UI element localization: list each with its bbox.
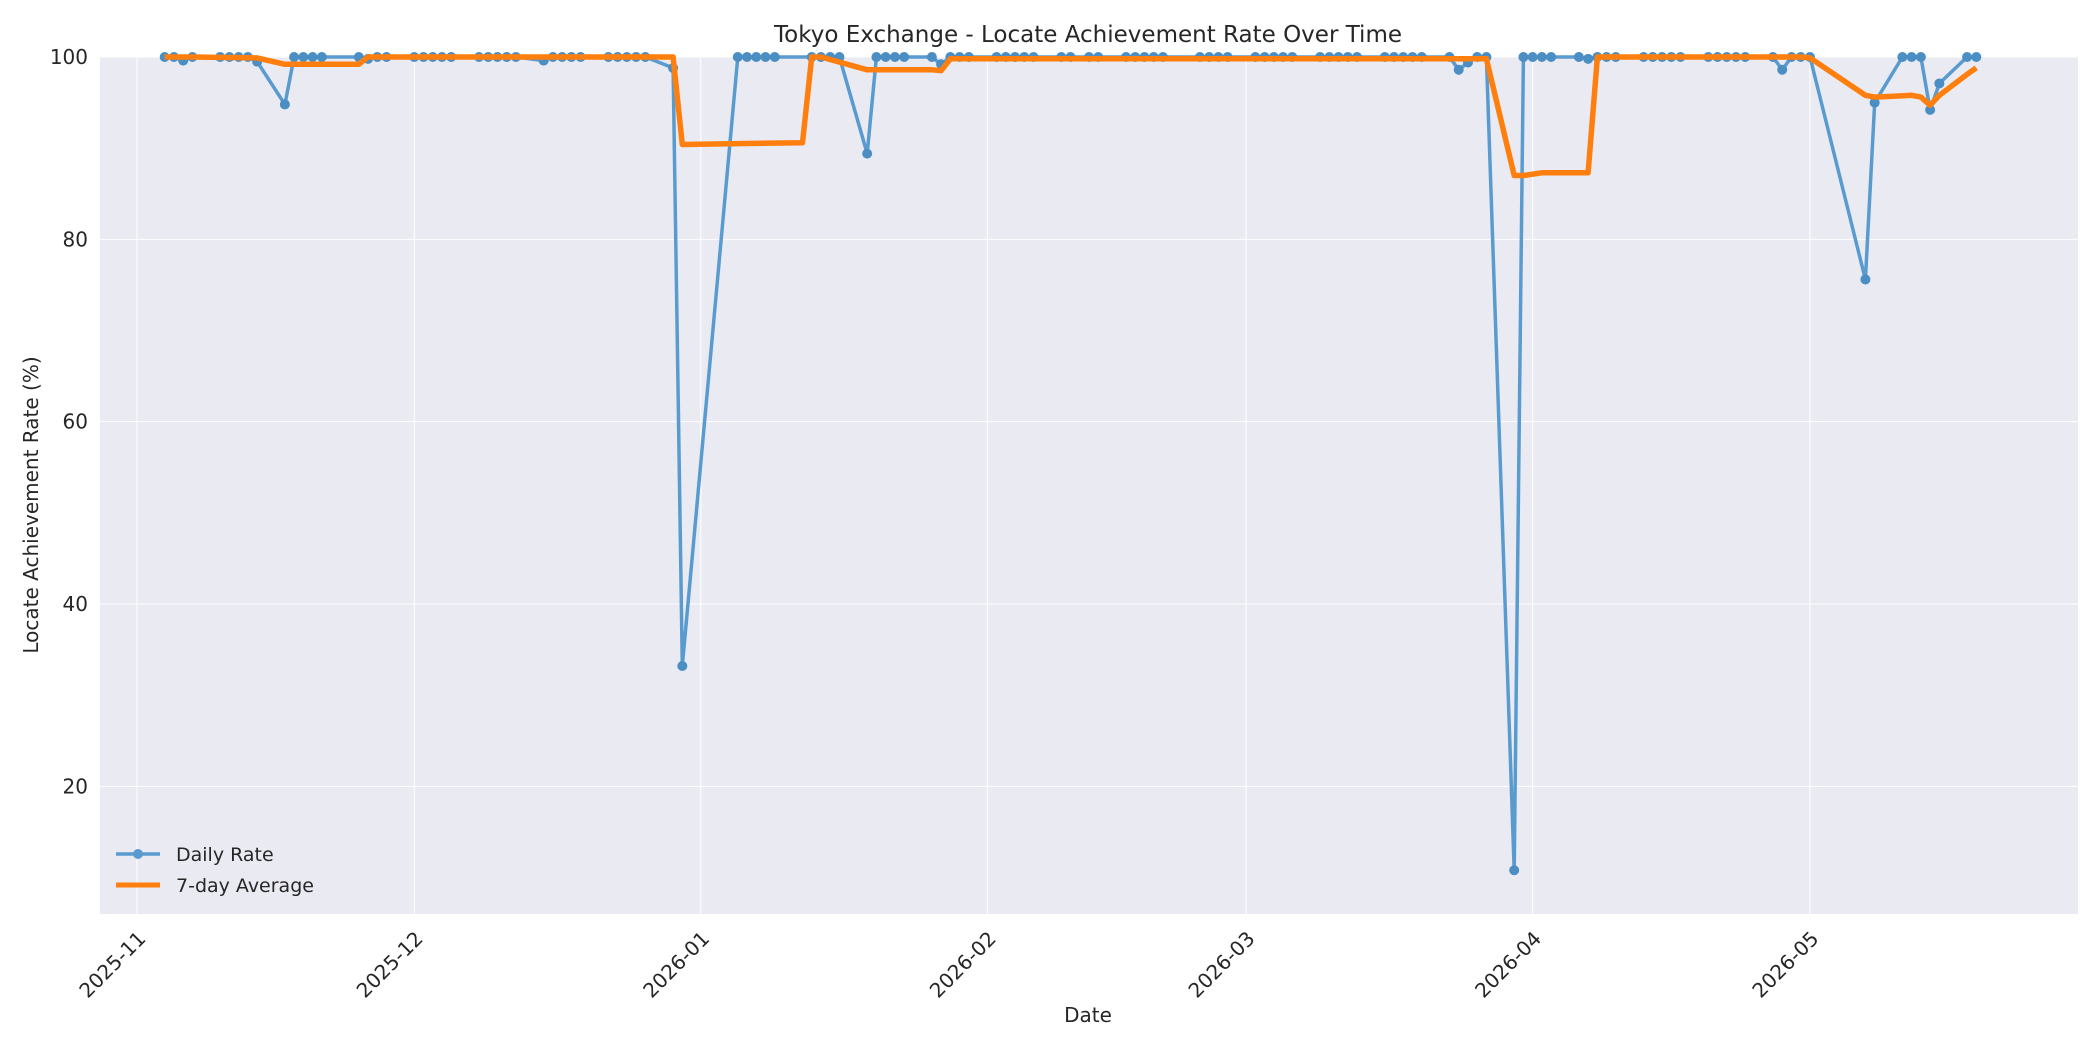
x-axis-label: Date	[1064, 1003, 1112, 1027]
y-tick-label: 80	[63, 227, 88, 251]
daily-rate-point	[1509, 865, 1520, 876]
daily-rate-point	[899, 52, 910, 62]
daily-rate-point	[1573, 52, 1584, 62]
daily-rate-point	[1897, 52, 1908, 62]
plot-area	[100, 57, 2078, 914]
daily-rate-point	[1925, 104, 1936, 115]
daily-rate-point	[289, 52, 300, 62]
daily-rate-point	[1860, 274, 1871, 285]
chart-title: Tokyo Exchange - Locate Achievement Rate…	[773, 22, 1402, 48]
daily-rate-point	[1915, 52, 1926, 62]
daily-rate-point	[677, 661, 688, 672]
legend-daily-label: Daily Rate	[176, 844, 274, 866]
daily-rate-point	[926, 52, 937, 62]
daily-rate-point	[862, 148, 873, 159]
legend-avg-label: 7-day Average	[176, 875, 314, 897]
daily-rate-point	[1546, 52, 1557, 62]
daily-rate-point	[1934, 78, 1945, 89]
daily-rate-point	[307, 52, 318, 62]
daily-rate-point	[1518, 52, 1529, 62]
daily-rate-point	[880, 52, 891, 62]
daily-rate-point	[279, 99, 290, 110]
daily-rate-point	[1527, 52, 1538, 62]
daily-rate-point	[1777, 64, 1788, 75]
legend: Daily Rate 7-day Average	[116, 844, 314, 897]
daily-rate-point	[889, 52, 900, 62]
daily-rate-point	[1583, 53, 1594, 64]
y-tick-label: 60	[63, 410, 88, 434]
daily-rate-point	[769, 52, 780, 62]
y-axis-label: Locate Achievement Rate (%)	[19, 356, 43, 653]
daily-rate-point	[1536, 52, 1547, 62]
seven-day-average-line	[164, 54, 1978, 179]
grid	[100, 56, 2078, 914]
daily-rate-point	[1869, 97, 1880, 108]
daily-rate-point	[732, 52, 743, 62]
daily-rate-point	[1971, 52, 1982, 62]
daily-rate-point	[298, 52, 309, 62]
daily-rate-point	[751, 52, 762, 62]
y-tick-label: 40	[63, 592, 88, 616]
daily-rate-point	[1906, 52, 1917, 62]
daily-rate-point	[760, 52, 771, 62]
y-tick-label: 100	[50, 45, 88, 69]
y-tick-label: 20	[63, 774, 88, 798]
daily-rate-point	[1453, 64, 1464, 75]
daily-rate-point	[871, 52, 882, 62]
legend-daily-marker	[133, 849, 143, 859]
daily-rate-point	[316, 52, 327, 62]
series-layer	[159, 52, 1982, 876]
daily-rate-point	[742, 52, 753, 62]
daily-rate-point	[1962, 52, 1973, 62]
